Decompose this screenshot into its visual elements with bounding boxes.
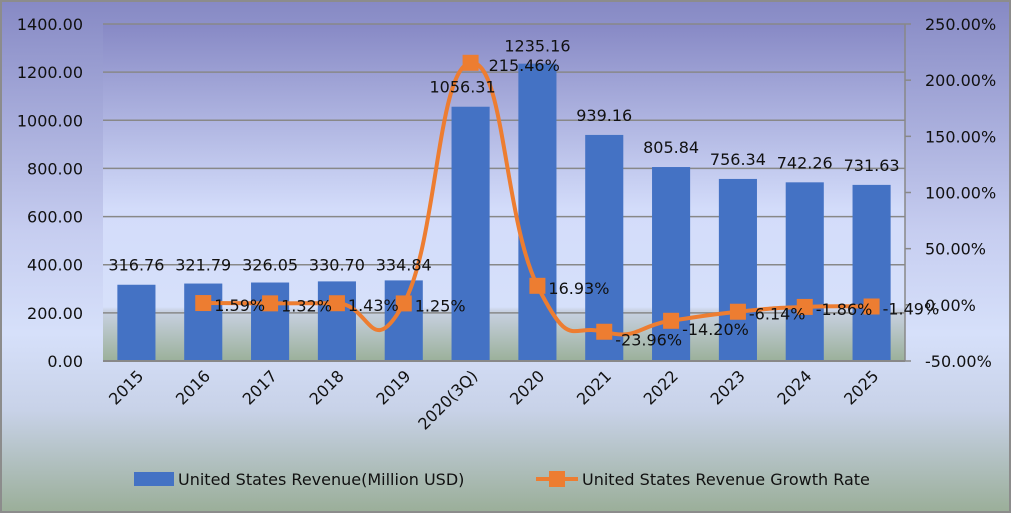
line-data-label: -1.49%: [883, 300, 940, 319]
right-axis-tick-label: 0.00%: [925, 296, 976, 315]
growth-marker: [796, 298, 813, 315]
right-axis-tick-label: 250.00%: [925, 15, 996, 34]
left-axis-tick-label: 1000.00: [17, 111, 83, 130]
gridlines: [103, 23, 905, 362]
bar-data-label: 756.34: [710, 150, 766, 169]
bar: [852, 184, 891, 361]
left-axis-tick-label: 200.00: [27, 304, 83, 323]
left-axis-tick-label: 600.00: [27, 208, 83, 227]
right-axis-tick-label: 50.00%: [925, 240, 986, 259]
bar-data-label: 326.05: [242, 256, 298, 275]
bar-data-label: 742.26: [777, 153, 833, 172]
growth-marker: [195, 295, 212, 312]
left-axis-tick-label: 1400.00: [17, 15, 83, 34]
left-axis-tick-label: 400.00: [27, 256, 83, 275]
bar-data-label: 316.76: [108, 256, 164, 275]
bar-data-label: 330.70: [309, 256, 365, 275]
bar-data-label: 731.63: [844, 156, 900, 175]
line-data-label: 16.93%: [548, 279, 609, 298]
line-series: [195, 54, 880, 340]
bar: [585, 134, 624, 361]
right-axis-tick-label: -50.00%: [925, 352, 992, 371]
bar: [518, 63, 557, 361]
left-axis-tick-label: 0.00: [47, 352, 83, 371]
growth-marker: [529, 277, 546, 294]
bar: [117, 284, 156, 361]
right-axis-tick-label: 100.00%: [925, 184, 996, 203]
bar: [718, 178, 757, 361]
legend-label-revenue: United States Revenue(Million USD): [178, 470, 464, 489]
legend-marker-growth: [549, 471, 565, 487]
line-data-label: -6.14%: [749, 305, 806, 324]
growth-marker: [262, 295, 279, 312]
legend: United States Revenue(Million USD) Unite…: [134, 470, 870, 489]
bar-series: [117, 63, 891, 361]
growth-marker: [863, 298, 880, 315]
data-labels: 316.76 321.79 326.05 330.70 334.84 1056.31 123…: [108, 37, 939, 350]
line-data-label: 1.43%: [348, 296, 399, 315]
line-data-label: 1.32%: [281, 296, 332, 315]
bar-data-label: 1235.16: [504, 37, 570, 56]
bar: [785, 182, 824, 361]
bar-data-label: 1056.31: [429, 78, 495, 97]
bar-data-label: 805.84: [643, 138, 699, 157]
bar: [317, 281, 356, 361]
line-data-label: -23.96%: [615, 331, 682, 350]
bar: [451, 106, 490, 361]
growth-marker: [729, 303, 746, 320]
growth-marker: [328, 295, 345, 312]
bar-data-label: 939.16: [576, 106, 632, 125]
line-data-label: -1.86%: [816, 300, 873, 319]
growth-marker: [462, 54, 479, 71]
bar: [251, 282, 290, 361]
right-axis-tick-label: 150.00%: [925, 127, 996, 146]
right-axis-tick-label: 200.00%: [925, 71, 996, 90]
line-data-label: -14.20%: [682, 320, 749, 339]
growth-marker: [663, 312, 680, 329]
bar-data-label: 321.79: [175, 256, 231, 275]
growth-marker: [395, 295, 412, 312]
growth-marker: [596, 323, 613, 340]
line-data-label: 215.46%: [489, 56, 560, 75]
bar-data-label: 334.84: [376, 256, 432, 275]
left-axis-tick-label: 1200.00: [17, 63, 83, 82]
line-data-label: 1.59%: [214, 296, 265, 315]
legend-swatch-revenue: [134, 472, 174, 486]
legend-label-growth: United States Revenue Growth Rate: [582, 470, 870, 489]
line-data-label: 1.25%: [415, 296, 466, 315]
left-axis-tick-label: 800.00: [27, 159, 83, 178]
